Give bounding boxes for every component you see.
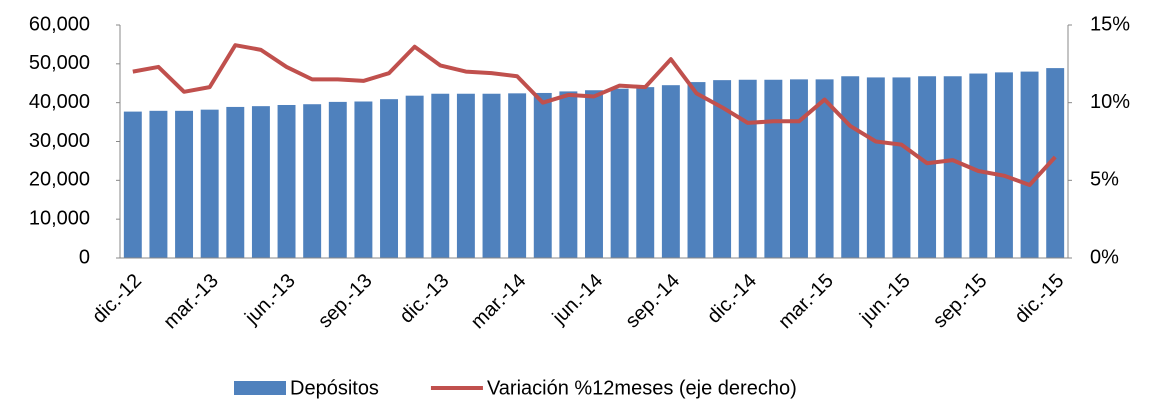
- bar: [354, 101, 373, 258]
- bar: [610, 88, 629, 258]
- bar: [559, 91, 578, 258]
- bar: [405, 95, 424, 258]
- bar: [994, 72, 1013, 258]
- bar: [482, 93, 501, 258]
- line: [132, 43, 1057, 187]
- bar: [226, 106, 245, 259]
- legend-swatch: [234, 381, 286, 395]
- y-tick-label: 50,000: [29, 52, 90, 74]
- bar: [149, 110, 168, 259]
- y2-tick-label: 0%: [1090, 246, 1119, 268]
- x-tick-label: sep.-14: [621, 270, 684, 333]
- x-tick-label: sep.-13: [314, 270, 377, 333]
- y2-tick-label: 10%: [1090, 91, 1130, 113]
- x-tick-label: dic.-15: [1010, 270, 1068, 328]
- x-tick-label: dic.-12: [88, 270, 146, 328]
- y2-tick-label: 15%: [1090, 13, 1130, 35]
- bar: [431, 93, 450, 258]
- bar: [328, 101, 347, 258]
- bar: [508, 93, 527, 258]
- y2-tick-label: 5%: [1090, 169, 1119, 191]
- bar: [533, 92, 552, 258]
- bar: [303, 104, 322, 258]
- x-tick-label: jun.-13: [240, 270, 300, 330]
- bar: [687, 82, 706, 259]
- bar: [1046, 68, 1065, 258]
- bar: [943, 76, 962, 258]
- y-tick-label: 40,000: [29, 91, 90, 113]
- y-tick-label: 30,000: [29, 130, 90, 152]
- y-tick-label: 0: [79, 246, 90, 268]
- bar: [123, 111, 142, 259]
- x-tick-label: jun.-15: [855, 270, 915, 330]
- bar: [866, 77, 885, 258]
- bar: [251, 106, 270, 258]
- y-tick-label: 10,000: [29, 207, 90, 229]
- y-tick-label: 20,000: [29, 169, 90, 191]
- bar: [969, 73, 988, 259]
- legend-label: Depósitos: [290, 377, 379, 399]
- bar: [892, 77, 911, 258]
- bar: [200, 109, 219, 258]
- bar: [380, 99, 398, 259]
- x-tick-label: mar.-15: [774, 270, 838, 334]
- bar: [918, 76, 937, 258]
- bar: [456, 93, 475, 258]
- x-tick-label: dic.-13: [396, 270, 454, 328]
- x-tick-label: mar.-13: [159, 270, 223, 334]
- x-tick-label: jun.-14: [548, 270, 608, 330]
- x-tick-label: sep.-15: [929, 270, 992, 333]
- bar: [815, 79, 834, 258]
- x-tick-label: dic.-14: [703, 270, 761, 328]
- bar: [636, 87, 655, 258]
- bar: [661, 85, 680, 258]
- y-tick-label: 60,000: [29, 13, 90, 35]
- bar: [175, 110, 194, 259]
- bar: [277, 104, 296, 258]
- bar: [790, 79, 808, 258]
- bar: [713, 80, 732, 258]
- bar: [841, 76, 860, 258]
- legend-label: Variación %12meses (eje derecho): [487, 377, 797, 399]
- bar: [585, 90, 603, 259]
- bar: [1020, 71, 1039, 258]
- x-tick-label: mar.-14: [467, 270, 531, 334]
- bar: [764, 79, 783, 258]
- bar: [738, 79, 757, 258]
